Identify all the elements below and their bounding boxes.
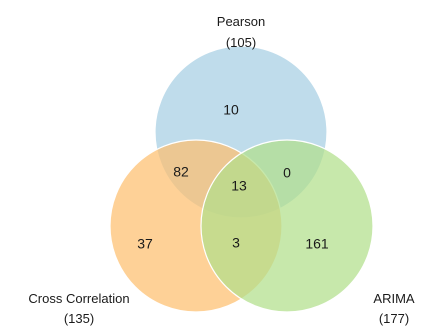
count-pearson-arima: 0 [283,165,291,181]
count-arima-only: 161 [305,236,329,252]
pearson-name: Pearson [217,14,265,29]
count-pearson-only: 10 [223,102,239,118]
count-cross-arima: 3 [232,235,240,251]
arima-name: ARIMA [373,291,415,306]
count-all-three: 13 [231,178,247,194]
count-pearson-cross: 82 [173,164,189,180]
arima-total: (177) [379,311,409,326]
arima-circle [200,139,374,313]
pearson-total: (105) [226,35,256,50]
cross-correlation-name: Cross Correlation [28,291,129,306]
cross-correlation-total: (135) [64,311,94,326]
count-cross-only: 37 [137,236,153,252]
